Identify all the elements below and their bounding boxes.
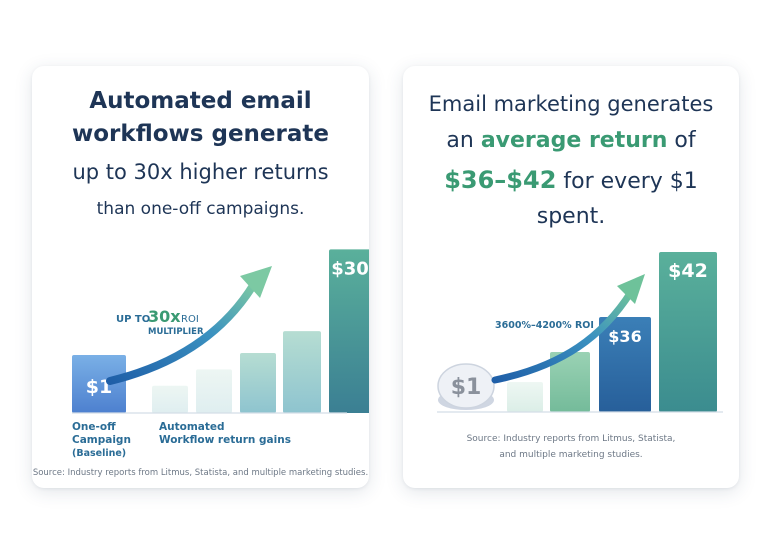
right-bar-label-3: $36 — [608, 327, 641, 346]
right-bar-2 — [550, 352, 590, 412]
left-chart: $1 $30 UP TO 30x ROI MULTIPLIER — [72, 249, 369, 414]
left-bar-0 — [72, 355, 126, 413]
left-bar-1 — [152, 385, 188, 413]
right-bar-0 — [437, 363, 495, 409]
right-headline-line3: $36–$42 for every $1 — [403, 166, 739, 194]
left-baseline-category: One-off Campaign (Baseline) — [72, 421, 131, 460]
right-bar-label-0: $1 — [451, 375, 482, 400]
right-roi-label: 3600%–4200% ROI — [495, 320, 594, 331]
left-headline-line2: workflows generate — [72, 121, 329, 147]
left-card: Automated email workflows generate up to… — [32, 66, 369, 488]
left-roi-prefix: UP TO — [116, 314, 150, 325]
right-line2-em: average return — [480, 128, 668, 153]
left-headline-line1: Automated email — [89, 88, 312, 114]
left-bar-4 — [283, 331, 321, 413]
left-source-note: Source: Industry reports from Litmus, St… — [32, 468, 369, 478]
automated-label-1: Automated — [159, 421, 225, 433]
left-roi-value: 30x — [148, 307, 181, 326]
right-bar-3 — [599, 317, 651, 412]
left-roi-sub: MULTIPLIER — [148, 327, 204, 337]
right-headline-line4: spent. — [536, 204, 606, 229]
left-arrow-head — [240, 266, 272, 298]
right-line3-post: for every $1 — [556, 169, 698, 194]
left-headline-line4: than one-off campaigns. — [96, 199, 305, 219]
right-bar-1 — [507, 382, 543, 412]
right-headline-line1: Email marketing generates — [428, 92, 714, 116]
right-line3-em: $36–$42 — [444, 166, 557, 194]
baseline-label-3: (Baseline) — [72, 448, 127, 459]
left-headline-line3: up to 30x higher returns — [72, 160, 329, 184]
right-growth-arrow — [491, 288, 635, 384]
left-bar-3 — [240, 353, 276, 413]
right-arrow-head — [617, 274, 645, 304]
baseline-label-1: One-off — [72, 421, 116, 433]
left-growth-arrow — [106, 280, 258, 385]
right-bar-label-4: $42 — [668, 260, 708, 282]
left-roi-suffix: ROI — [181, 314, 199, 325]
right-chart: $1 $36 $42 3600%–4200% ROI — [437, 252, 723, 413]
automated-label-2: Workflow return gains — [159, 434, 291, 446]
right-line2-post: of — [667, 128, 696, 153]
right-bar-4 — [659, 252, 717, 412]
right-card: Email marketing generates an average ret… — [403, 66, 739, 488]
right-source-line2: and multiple marketing studies. — [499, 450, 643, 460]
right-line2-pre: an — [446, 128, 481, 153]
left-bar-5 — [329, 249, 369, 413]
right-source-line1: Source: Industry reports from Litmus, St… — [466, 434, 676, 444]
left-bar-label-0: $1 — [86, 376, 112, 398]
right-headline-line2: an average return of — [403, 128, 739, 153]
left-bar-label-5: $30 — [331, 258, 369, 279]
left-bar-2 — [196, 369, 232, 413]
left-automated-category: Automated Workflow return gains — [159, 421, 291, 447]
baseline-label-2: Campaign — [72, 434, 131, 446]
